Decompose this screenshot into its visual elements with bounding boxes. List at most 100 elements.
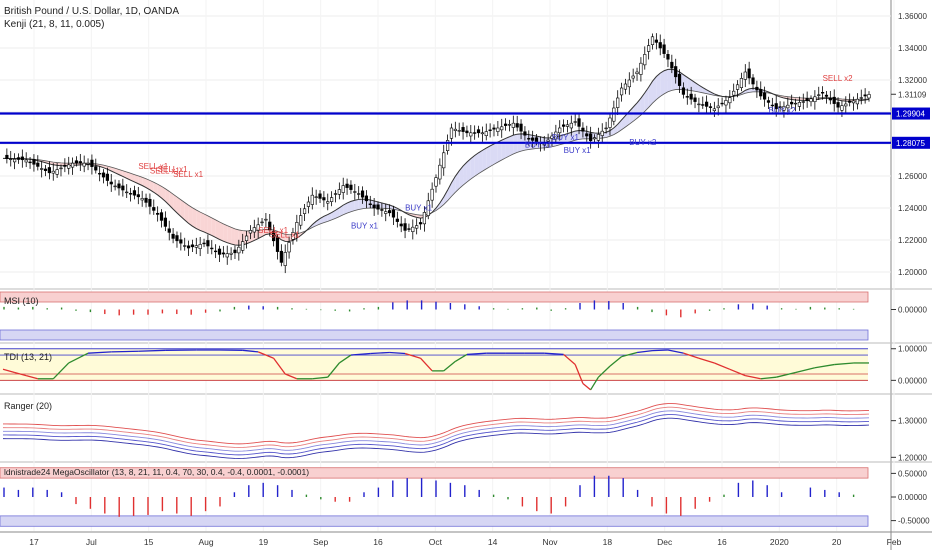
indicator-bands <box>0 291 869 527</box>
ema-band-segment <box>157 184 162 198</box>
tdi-line-segment <box>14 371 27 377</box>
candle-body <box>152 207 156 211</box>
ema-band-segment <box>463 162 467 186</box>
candle-body <box>662 44 666 54</box>
buy-signal-label: BUY x2 <box>768 106 796 115</box>
ema-band-segment <box>582 130 587 139</box>
tdi-line-segment <box>138 349 166 352</box>
candle-body <box>51 170 55 174</box>
candle-body <box>492 127 496 130</box>
candle-body <box>697 103 701 106</box>
candle-body <box>793 102 798 105</box>
ema-band-segment <box>447 182 452 201</box>
candle-body <box>105 173 109 181</box>
tdi-line-segment <box>636 349 653 354</box>
buy-signal-label: BUY x2 <box>629 138 657 147</box>
pane-tick-label: 1.00000 <box>898 345 927 354</box>
candle-body <box>256 224 260 231</box>
ema-band-segment <box>381 202 386 209</box>
ranger-line <box>2 410 870 452</box>
candle-body <box>546 139 550 142</box>
ema-band-segment <box>350 200 355 212</box>
candle-body <box>550 135 554 139</box>
candle-body <box>94 166 98 171</box>
candle-body <box>233 249 237 254</box>
candle-body <box>403 223 407 231</box>
ranger-title: Ranger (20) <box>4 401 52 411</box>
ema-band-segment <box>455 170 460 193</box>
sell-signal-label: SELL x1 <box>138 162 168 171</box>
candle-body <box>809 98 813 103</box>
tdi-line-segment <box>652 349 668 352</box>
candle-body <box>24 159 28 163</box>
candle-body <box>821 92 825 94</box>
ema-band-segment <box>482 148 487 172</box>
tdi-pane[interactable] <box>2 349 869 391</box>
candle-body <box>430 188 434 201</box>
candle-body <box>600 130 604 136</box>
candle-body <box>801 101 805 103</box>
msi-pane[interactable] <box>3 300 855 318</box>
candle-body <box>561 124 566 127</box>
candle-body <box>55 169 59 175</box>
candle-body <box>237 246 241 254</box>
candle-body <box>171 233 175 239</box>
pane-tick-label: 1.20000 <box>898 453 927 462</box>
mega-oscillator-pane[interactable] <box>3 475 855 517</box>
candle-body <box>422 212 427 225</box>
ema-band-segment <box>443 190 448 205</box>
candle-body <box>476 129 481 134</box>
chart-title: British Pound / U.S. Dollar, 1D, OANDA <box>4 6 179 17</box>
candle-body <box>797 102 802 107</box>
price-axis[interactable]: 1.200001.220001.240001.260001.280001.300… <box>891 12 930 526</box>
ema-band-segment <box>567 132 572 143</box>
ema-band-segment <box>613 124 618 135</box>
candle-body <box>415 225 419 229</box>
candle-body <box>592 137 597 140</box>
price-tick-label: 1.22000 <box>898 236 927 245</box>
ema-band-segment <box>389 205 394 210</box>
candle-body <box>534 137 539 142</box>
candle-body <box>395 218 399 222</box>
tdi-line-segment <box>350 352 371 356</box>
level-price-tag <box>892 107 930 120</box>
candle-body <box>670 61 674 69</box>
ema-band-segment <box>652 76 657 104</box>
tdi-line-segment <box>814 363 835 369</box>
ema-band-segment <box>563 133 568 144</box>
candle-body <box>569 122 573 129</box>
candle-body <box>480 132 484 135</box>
candle-body <box>701 104 705 106</box>
candle-body <box>333 193 338 195</box>
tdi-line-segment <box>327 362 340 378</box>
candle-body <box>817 94 821 96</box>
ema-band-segment <box>107 166 112 171</box>
candle-body <box>310 194 314 205</box>
ema-band-segment <box>254 230 259 241</box>
ema-band-segment <box>466 158 471 183</box>
candle-body <box>175 235 179 242</box>
candle-body <box>190 244 195 248</box>
time-tick-label: Nov <box>542 537 558 547</box>
ema-band-segment <box>575 130 580 141</box>
msi-title: MSI (10) <box>4 296 39 306</box>
tdi-line-segment <box>597 365 611 378</box>
candle-body <box>318 193 322 199</box>
candle-body <box>647 45 651 52</box>
candle-body <box>407 228 411 230</box>
tdi-line-segment <box>2 368 15 374</box>
candle-body <box>527 137 531 140</box>
candle-body <box>287 242 291 253</box>
ranger-pane[interactable] <box>2 403 870 459</box>
candle-body <box>16 157 21 160</box>
candle-body <box>511 122 515 128</box>
ema-band-segment <box>749 88 754 93</box>
tdi-line-segment <box>582 383 592 391</box>
candle-body <box>28 161 32 164</box>
time-axis[interactable]: 17 Jul 15 Aug 19 Sep 16 Oct 14 Nov 18 Dec 16 2020 20 Fe… <box>29 537 901 547</box>
candle-body <box>132 190 137 196</box>
candle-body <box>109 181 113 185</box>
candle-body <box>179 239 183 244</box>
